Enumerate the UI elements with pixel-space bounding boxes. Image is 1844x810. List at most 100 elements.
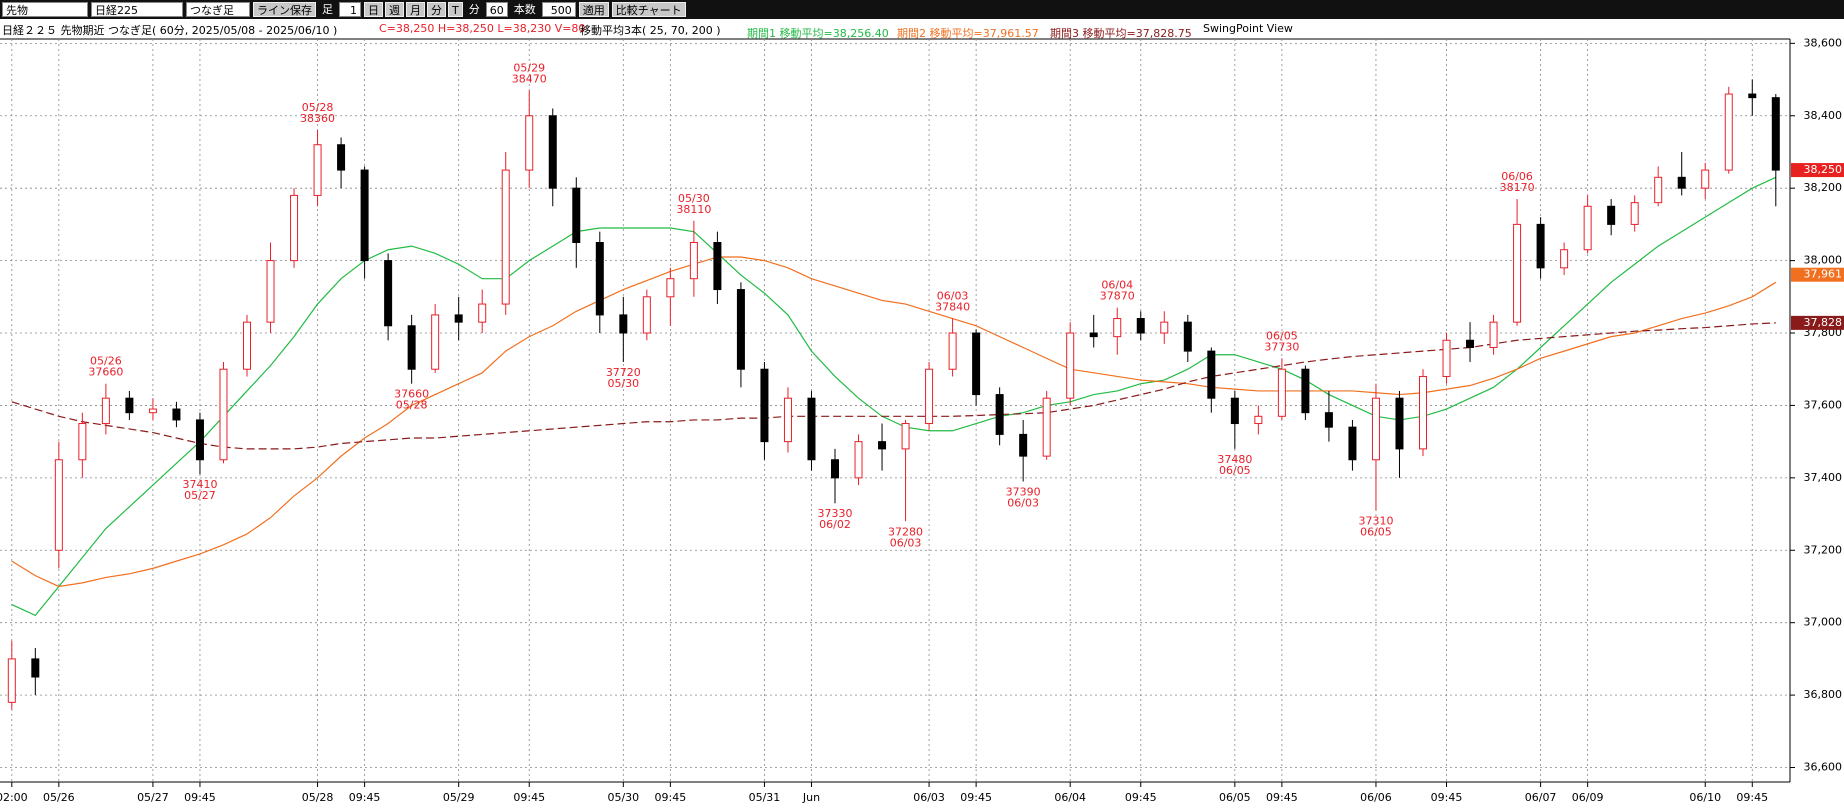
x-tick-label: 05/28: [302, 791, 334, 804]
candle-body: [1630, 202, 1639, 225]
candle-body: [54, 459, 63, 551]
candle-body: [501, 169, 510, 305]
candle-body: [478, 303, 487, 323]
last-value-label: 37,961: [1804, 268, 1843, 281]
candle-body: [1160, 321, 1169, 334]
symbol-select[interactable]: 日経225: [91, 2, 183, 17]
compare-button[interactable]: 比較チャート: [611, 2, 686, 17]
candle-body: [595, 241, 604, 316]
x-tick-label: 06/06: [1360, 791, 1392, 804]
candle-body: [878, 441, 887, 450]
y-tick-label: 37,200: [1804, 543, 1843, 556]
candle-body: [1583, 205, 1592, 251]
candle-body: [1113, 318, 1122, 338]
swing-high-date: 06/04: [1101, 279, 1133, 292]
quote: C=38,250 H=38,250 L=38,230 V=80: [379, 22, 586, 35]
apply-button[interactable]: 適用: [578, 2, 609, 17]
candle-body: [454, 314, 463, 323]
swing-low-date: 05/28: [396, 399, 428, 412]
x-tick-label: 06/04: [1054, 791, 1086, 804]
candle-body: [525, 115, 534, 171]
candle-body: [972, 332, 981, 396]
candle-body: [1536, 223, 1545, 269]
y-tick-label: 36,600: [1804, 761, 1843, 774]
view-label: SwingPoint View: [1203, 22, 1293, 35]
period-button[interactable]: 月: [406, 2, 425, 17]
candle-body: [313, 144, 322, 196]
candle-body: [7, 658, 16, 703]
x-tick-label: 02:00: [0, 791, 28, 804]
candle-body: [1301, 368, 1310, 414]
swing-low-price: 37660: [394, 388, 429, 401]
candle-body: [1748, 93, 1757, 99]
y-tick-label: 36,800: [1804, 688, 1843, 701]
period-button[interactable]: 分: [427, 2, 446, 17]
last-value-marker: [1791, 267, 1844, 282]
y-tick-label: 37,000: [1804, 616, 1843, 629]
candle-body: [1183, 321, 1192, 352]
y-tick-label: 38,600: [1804, 36, 1843, 49]
x-tick-label: 06/07: [1525, 791, 1557, 804]
swing-high-price: 38470: [512, 72, 547, 85]
x-tick-label: 05/30: [607, 791, 639, 804]
period-button[interactable]: T: [448, 2, 463, 17]
swing-high-price: 37870: [1100, 290, 1135, 303]
x-tick-label: 09:45: [1266, 791, 1298, 804]
swing-low-date: 06/03: [1007, 496, 1039, 509]
candle-body: [384, 260, 393, 327]
candle-body: [1489, 321, 1498, 348]
x-tick-label: 05/26: [43, 791, 75, 804]
x-tick-label: 06/05: [1219, 791, 1251, 804]
candle-body: [995, 394, 1004, 435]
count-input[interactable]: 500: [541, 2, 576, 17]
candle-body: [1466, 339, 1475, 348]
candle-body: [1089, 332, 1098, 338]
bar-type-select[interactable]: つなぎ足: [186, 2, 250, 17]
last-value-label: 38,250: [1804, 163, 1843, 176]
candle-body: [760, 368, 769, 443]
save-button[interactable]: ライン保存: [253, 2, 316, 17]
swing-high-date: 06/03: [937, 290, 969, 303]
period-button[interactable]: 週: [385, 2, 404, 17]
moving-average-line: [11, 322, 1776, 450]
y-tick-label: 38,400: [1804, 109, 1843, 122]
candle-body: [783, 397, 792, 443]
moving-average-line: [11, 256, 1777, 588]
unit-label: 分: [468, 3, 480, 16]
candle-body: [1677, 176, 1686, 189]
swing-low-price: 37330: [818, 507, 853, 520]
period-button[interactable]: 日: [364, 2, 383, 17]
candle-body: [642, 296, 651, 334]
candle-body: [1207, 350, 1216, 399]
swing-low-price: 37480: [1217, 453, 1252, 466]
x-tick-label: 09:45: [655, 791, 687, 804]
candle-body: [666, 278, 675, 298]
swing-high-price: 38360: [300, 112, 335, 125]
y-tick-label: 37,400: [1804, 471, 1843, 484]
swing-low-date: 05/27: [184, 489, 216, 502]
candle-body: [219, 368, 228, 461]
foot-input[interactable]: 1: [339, 2, 361, 17]
x-tick-label: 05/31: [749, 791, 781, 804]
candle-body: [1019, 433, 1028, 457]
x-tick-label: 06/10: [1689, 791, 1721, 804]
interval-input[interactable]: 60: [485, 2, 508, 17]
candle-body: [101, 397, 110, 425]
legend-entry: 期間1 移動平均=38,256.40: [747, 27, 889, 40]
candle-body: [1348, 426, 1357, 461]
swing-low-price: 37720: [606, 366, 641, 379]
swing-high-price: 37840: [935, 301, 970, 314]
swing-low-price: 37390: [1006, 485, 1041, 498]
market-select[interactable]: 先物: [2, 2, 88, 17]
candle-body: [1371, 397, 1380, 461]
swing-low-date: 06/05: [1360, 525, 1392, 538]
swing-high-price: 37730: [1264, 340, 1299, 353]
swing-high-date: 06/05: [1266, 329, 1298, 342]
x-tick-label: 06/03: [913, 791, 945, 804]
ma-title: 移動平均3本( 25, 70, 200 ): [580, 24, 721, 37]
candle-body: [243, 321, 251, 370]
y-tick-label: 38,200: [1804, 181, 1843, 194]
